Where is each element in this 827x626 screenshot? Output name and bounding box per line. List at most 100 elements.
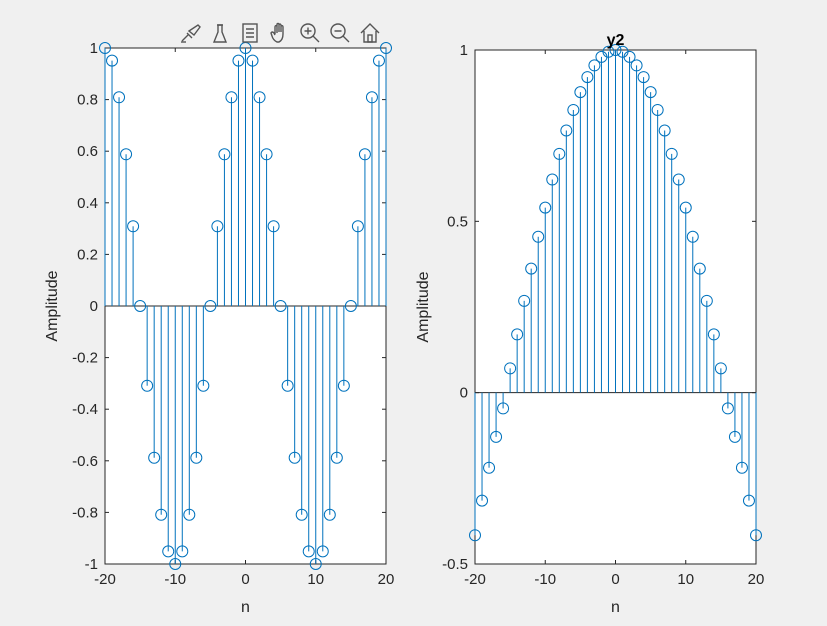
stem-marker[interactable] bbox=[623, 50, 636, 63]
axes-toolbar bbox=[176, 18, 384, 48]
stem-marker[interactable] bbox=[693, 262, 706, 275]
stem-marker[interactable] bbox=[330, 451, 343, 464]
pan-hand-icon bbox=[270, 22, 284, 43]
stem-marker[interactable] bbox=[281, 379, 294, 392]
stem-marker[interactable] bbox=[225, 91, 238, 104]
stem-marker[interactable] bbox=[267, 220, 280, 233]
stem-marker[interactable] bbox=[134, 300, 147, 312]
legend-button[interactable] bbox=[236, 19, 264, 47]
stem-marker[interactable] bbox=[511, 328, 524, 341]
stem-marker[interactable] bbox=[337, 379, 350, 392]
stem-marker[interactable] bbox=[309, 558, 322, 570]
stem-marker[interactable] bbox=[380, 42, 392, 54]
stem-marker[interactable] bbox=[155, 508, 168, 521]
stem-marker[interactable] bbox=[686, 230, 699, 243]
stem-marker[interactable] bbox=[365, 91, 378, 104]
stem-marker[interactable] bbox=[525, 262, 538, 275]
stem-marker[interactable] bbox=[358, 148, 371, 161]
stem-marker[interactable] bbox=[609, 44, 622, 56]
stem-marker[interactable] bbox=[190, 451, 203, 464]
stem-marker[interactable] bbox=[99, 42, 111, 54]
stem-marker[interactable] bbox=[218, 148, 231, 161]
stem-marker[interactable] bbox=[176, 545, 189, 558]
stem-marker[interactable] bbox=[728, 430, 741, 443]
pan-hand-button[interactable] bbox=[266, 19, 294, 47]
stem-marker[interactable] bbox=[127, 220, 140, 233]
stem-marker[interactable] bbox=[497, 402, 510, 415]
stem-marker[interactable] bbox=[372, 54, 385, 67]
y-tick-label: 1 bbox=[90, 40, 98, 57]
stem-marker[interactable] bbox=[742, 494, 755, 507]
stem-marker[interactable] bbox=[162, 545, 175, 558]
stem-marker[interactable] bbox=[197, 379, 210, 392]
stem-marker[interactable] bbox=[246, 54, 259, 67]
stem-marker[interactable] bbox=[574, 86, 587, 99]
x-tick-label: 20 bbox=[378, 571, 395, 588]
stem-marker[interactable] bbox=[274, 300, 287, 312]
stem-marker[interactable] bbox=[504, 362, 517, 375]
stem-marker[interactable] bbox=[169, 558, 182, 570]
y-tick-label: 0.6 bbox=[77, 143, 98, 160]
stem-marker[interactable] bbox=[295, 508, 308, 521]
stem-marker[interactable] bbox=[351, 220, 364, 233]
stem-marker[interactable] bbox=[750, 529, 762, 542]
zoom-out-button[interactable] bbox=[326, 19, 354, 47]
stem-marker[interactable] bbox=[469, 529, 481, 542]
zoom-in-button[interactable] bbox=[296, 19, 324, 47]
stem-marker[interactable] bbox=[560, 124, 573, 137]
stem-marker[interactable] bbox=[211, 220, 224, 233]
home-icon bbox=[360, 23, 380, 43]
stem-marker[interactable] bbox=[553, 147, 566, 160]
stem-marker[interactable] bbox=[546, 173, 559, 186]
stem-marker[interactable] bbox=[344, 300, 357, 312]
stem-marker[interactable] bbox=[735, 461, 748, 474]
stem-marker[interactable] bbox=[644, 86, 657, 99]
stem-marker[interactable] bbox=[679, 201, 692, 214]
stem-marker[interactable] bbox=[539, 201, 552, 214]
stem-marker[interactable] bbox=[602, 45, 615, 58]
stem-marker[interactable] bbox=[106, 54, 119, 67]
stem-marker[interactable] bbox=[483, 461, 496, 474]
axes-left[interactable]: -20 -10 0 10 20 -1 -0.8 -0.6 -0.4 -0.2 0 0.2 0.4 0.6 0… bbox=[44, 40, 394, 616]
stem-marker[interactable] bbox=[476, 494, 489, 507]
zoom-in-icon bbox=[300, 23, 320, 43]
stem-marker[interactable] bbox=[302, 545, 315, 558]
stem-marker[interactable] bbox=[204, 300, 217, 312]
stem-marker[interactable] bbox=[148, 451, 161, 464]
stem-marker[interactable] bbox=[651, 103, 664, 116]
stem-marker[interactable] bbox=[588, 59, 601, 72]
stem-marker[interactable] bbox=[113, 91, 126, 104]
stem-marker[interactable] bbox=[316, 545, 329, 558]
y-tick-label: 0.5 bbox=[447, 213, 468, 230]
stem-marker[interactable] bbox=[630, 59, 643, 72]
zoom-out-icon bbox=[330, 23, 350, 43]
data-tips-icon bbox=[212, 24, 228, 43]
stem-marker[interactable] bbox=[567, 103, 580, 116]
stem-marker[interactable] bbox=[253, 91, 266, 104]
stem-marker[interactable] bbox=[581, 71, 594, 84]
brush-button[interactable] bbox=[176, 19, 204, 47]
x-tick-label: 10 bbox=[307, 571, 324, 588]
stem-marker[interactable] bbox=[141, 379, 154, 392]
stem-marker[interactable] bbox=[518, 294, 531, 307]
stem-marker[interactable] bbox=[260, 148, 273, 161]
stem-marker[interactable] bbox=[665, 147, 678, 160]
stem-marker[interactable] bbox=[120, 148, 133, 161]
stem-marker[interactable] bbox=[288, 451, 301, 464]
axes-right[interactable]: -20 -10 0 10 20 -0.5 0 0.5 1 n Amplitude y2 bbox=[415, 32, 764, 616]
stem-marker[interactable] bbox=[672, 173, 685, 186]
stem-marker[interactable] bbox=[707, 328, 720, 341]
stem-marker[interactable] bbox=[714, 362, 727, 375]
stem-marker[interactable] bbox=[323, 508, 336, 521]
legend-icon bbox=[242, 23, 258, 43]
stem-marker[interactable] bbox=[658, 124, 671, 137]
data-tips-button[interactable] bbox=[206, 19, 234, 47]
stem-marker[interactable] bbox=[232, 54, 245, 67]
home-button[interactable] bbox=[356, 19, 384, 47]
stem-marker[interactable] bbox=[700, 294, 713, 307]
stem-marker[interactable] bbox=[721, 402, 734, 415]
stem-marker[interactable] bbox=[532, 230, 545, 243]
stem-marker[interactable] bbox=[637, 71, 650, 84]
stem-marker[interactable] bbox=[490, 430, 503, 443]
stem-marker[interactable] bbox=[183, 508, 196, 521]
